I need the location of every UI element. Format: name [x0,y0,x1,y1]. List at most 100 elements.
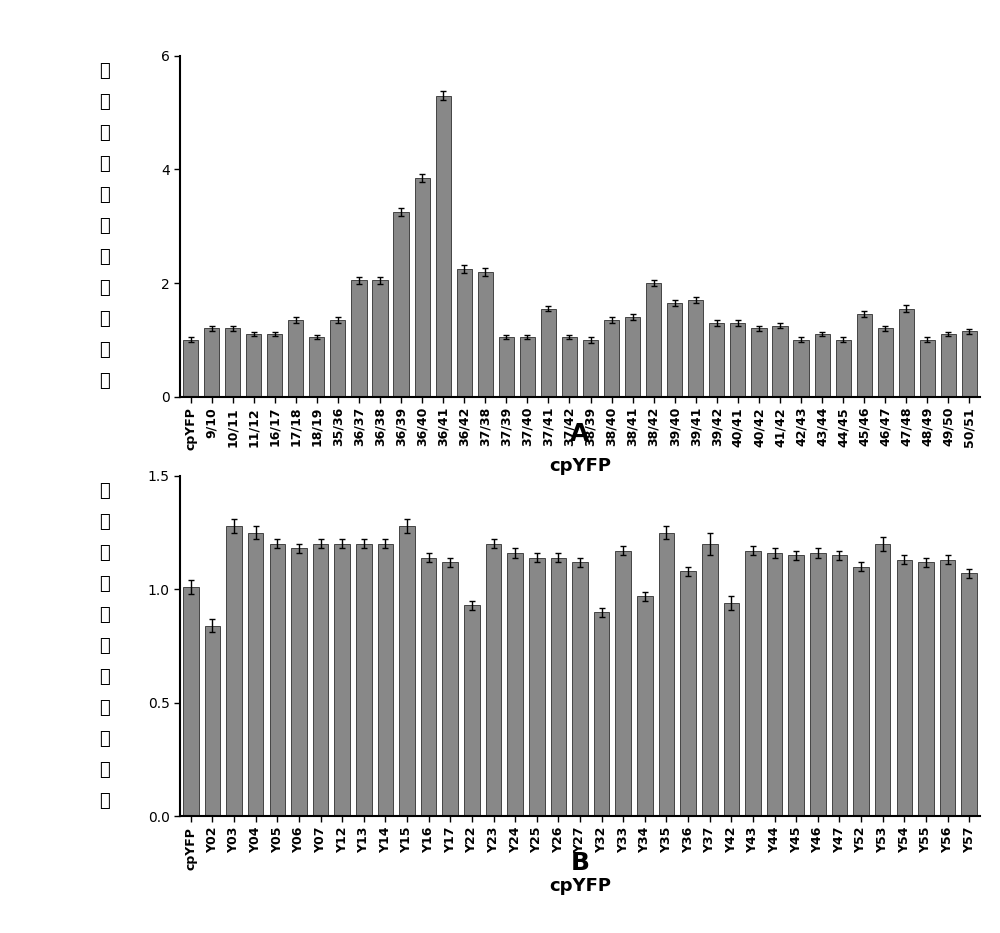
Bar [226,526,242,816]
Bar [772,326,788,397]
Text: B: B [570,851,590,875]
Bar [246,334,261,397]
Bar [288,320,303,397]
Bar [520,337,535,397]
Text: 値: 値 [100,372,110,390]
X-axis label: cpYFP: cpYFP [549,457,611,475]
Bar [313,544,328,816]
Bar [464,606,480,816]
Bar [709,323,724,397]
Bar [267,334,282,397]
Bar [724,603,739,816]
Bar [878,328,893,397]
Text: 标: 标 [100,63,110,80]
Bar [399,526,415,816]
Bar [667,303,682,397]
Bar [415,178,430,397]
Bar [378,544,393,816]
Bar [688,300,703,397]
Bar [393,212,409,397]
Bar [918,562,934,816]
Text: A: A [570,422,590,446]
Bar [330,320,345,397]
Bar [562,337,577,397]
X-axis label: cpYFP: cpYFP [549,877,611,895]
Bar [291,549,307,816]
Bar [351,280,367,397]
Bar [815,334,830,397]
Bar [442,562,458,816]
Bar [478,272,493,397]
Bar [920,340,935,397]
Bar [507,553,523,816]
Bar [183,340,198,397]
Bar [541,309,556,397]
Text: 准: 准 [100,93,110,111]
Text: 比: 比 [100,341,110,359]
Bar [941,334,956,397]
Bar [767,553,782,816]
Text: 标: 标 [100,482,110,500]
Text: 准: 准 [100,513,110,531]
Bar [702,544,718,816]
Bar [309,337,324,397]
Bar [646,283,661,397]
Bar [583,340,598,397]
Bar [940,560,955,816]
Bar [680,571,696,816]
Text: 号: 号 [100,310,110,328]
Bar [730,323,745,397]
Bar [248,533,263,816]
Bar [457,269,472,397]
Bar [836,340,851,397]
Text: 荧: 荧 [100,637,110,655]
Text: 光: 光 [100,248,110,266]
Bar [204,328,219,397]
Bar [853,566,869,816]
Bar [205,626,220,816]
Bar [529,558,545,816]
Bar [183,587,199,816]
Bar [875,544,890,816]
Text: 后: 后 [100,155,110,174]
Bar [551,558,566,816]
Bar [334,544,350,816]
Text: 信: 信 [100,279,110,298]
Bar [356,544,372,816]
Bar [421,558,436,816]
Bar [225,328,240,397]
Text: 信: 信 [100,699,110,717]
Bar [857,314,872,397]
Bar [810,553,826,816]
Bar [897,560,912,816]
Text: 荧: 荧 [100,217,110,235]
Bar [486,544,501,816]
Bar [499,337,514,397]
Bar [594,612,609,816]
Text: 的: 的 [100,606,110,624]
Text: 値: 値 [100,792,110,810]
Bar [751,328,767,397]
Text: 号: 号 [100,730,110,748]
Bar [637,596,653,816]
Bar [793,340,809,397]
Bar [899,309,914,397]
Bar [270,544,285,816]
Text: 化: 化 [100,544,110,563]
Bar [659,533,674,816]
Bar [625,317,640,397]
Text: 比: 比 [100,761,110,779]
Text: 光: 光 [100,668,110,686]
Text: 化: 化 [100,124,110,143]
Bar [604,320,619,397]
Bar [572,562,588,816]
Text: 后: 后 [100,575,110,593]
Bar [961,574,977,816]
Bar [436,96,451,397]
Text: 的: 的 [100,187,110,204]
Bar [372,280,388,397]
Bar [832,555,847,816]
Bar [745,550,761,816]
Bar [788,555,804,816]
Bar [962,331,977,397]
